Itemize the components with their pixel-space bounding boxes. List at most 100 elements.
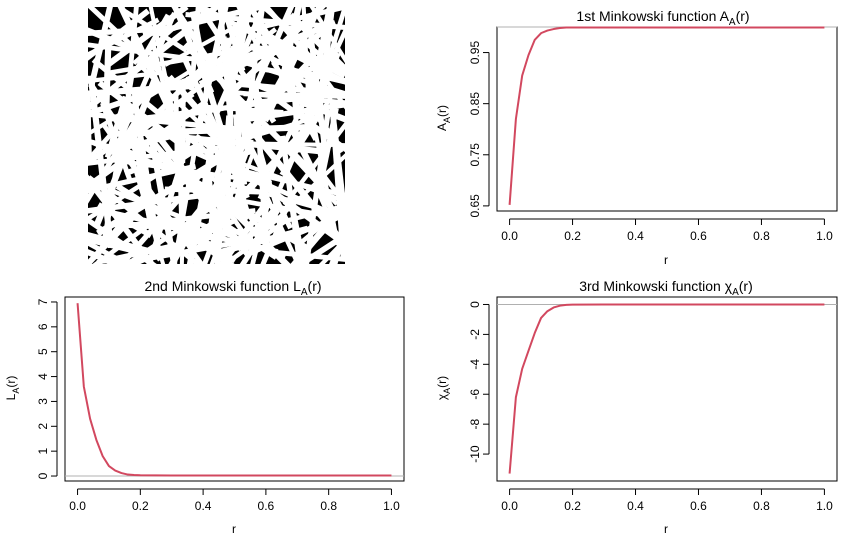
x-tick-label: 0.4	[195, 499, 212, 513]
fibre	[249, 7, 345, 33]
y-tick-label: -10	[468, 445, 482, 463]
fibre	[103, 237, 254, 264]
fibre	[199, 67, 250, 214]
fibre-network-image	[88, 7, 345, 264]
x-tick-label: 0.8	[320, 499, 337, 513]
fibre	[88, 25, 176, 37]
plot-minkowski-euler: 3rd Minkowski function χA(r) r χA(r) 0.0…	[435, 278, 838, 536]
y-tick-label: 7	[36, 298, 50, 305]
plot-minkowski-length: 2nd Minkowski function LA(r) r LA(r) 0.0…	[4, 278, 405, 536]
y-tick-label: 4	[36, 373, 50, 380]
y-tick-label: 0.75	[468, 143, 482, 167]
y-tick-label: 1	[36, 448, 50, 455]
x-axis-label: r	[232, 522, 236, 536]
y-axis-label: χA(r)	[435, 376, 452, 400]
y-tick-label: 0.95	[468, 41, 482, 65]
plot-title: 3rd Minkowski function χA(r)	[579, 278, 753, 298]
fibre	[88, 7, 113, 88]
series-line	[76, 303, 392, 477]
fibre	[117, 7, 183, 133]
fibre	[291, 204, 345, 264]
x-tick-label: 0.2	[564, 229, 581, 243]
x-tick-label: 0.6	[690, 229, 707, 243]
fibre	[304, 7, 334, 119]
fibre	[328, 225, 345, 264]
x-tick-label: 1.0	[816, 499, 833, 513]
x-tick-label: 0.6	[690, 499, 707, 513]
fibre	[232, 89, 345, 105]
fibre	[228, 165, 345, 198]
x-tick-label: 0.0	[69, 499, 86, 513]
fibre	[260, 198, 293, 264]
fibre	[275, 52, 341, 195]
plot-frame	[496, 26, 838, 212]
fibre	[88, 70, 160, 84]
fibre	[305, 94, 341, 246]
x-tick-label: 0.8	[753, 499, 770, 513]
plot-title: 2nd Minkowski function LA(r)	[144, 278, 321, 298]
fibre	[282, 121, 345, 207]
fibre	[105, 7, 189, 68]
fibre	[147, 131, 178, 264]
fibre	[230, 7, 326, 94]
x-tick-label: 0.4	[627, 499, 644, 513]
fibre	[190, 10, 211, 94]
fibre	[88, 96, 92, 162]
x-tick-label: 0.4	[627, 229, 644, 243]
plot-minkowski-area: 1st Minkowski function AA(r) r AA(r) 0.0…	[435, 8, 838, 267]
fibre	[330, 106, 345, 231]
fibre	[123, 195, 228, 264]
x-tick-label: 0.8	[753, 229, 770, 243]
y-tick-label: 2	[36, 423, 50, 430]
fibre	[221, 218, 288, 264]
y-tick-label: 3	[36, 398, 50, 405]
fibre-lines	[88, 7, 345, 264]
x-tick-label: 0.0	[501, 499, 518, 513]
y-tick-label: 5	[36, 348, 50, 355]
plot-frame	[496, 296, 838, 482]
x-tick-label: 0.2	[132, 499, 149, 513]
fibre	[126, 96, 297, 123]
y-tick-label: 0.65	[468, 194, 482, 218]
fibre	[88, 188, 151, 264]
x-tick-label: 1.0	[816, 229, 833, 243]
plot-frame	[64, 296, 405, 482]
fibre	[223, 7, 247, 103]
x-tick-label: 0.6	[258, 499, 275, 513]
fibre	[108, 46, 248, 75]
fibre	[318, 237, 345, 264]
fibre	[268, 91, 345, 153]
x-tick-label: 1.0	[383, 499, 400, 513]
x-tick-label: 0.0	[501, 229, 518, 243]
y-tick-label: 0	[468, 301, 482, 308]
fibre	[88, 249, 125, 264]
plot-title: 1st Minkowski function AA(r)	[576, 8, 749, 28]
y-tick-label: -6	[468, 389, 482, 400]
y-tick-label: 0.85	[468, 92, 482, 116]
fibre	[88, 75, 115, 249]
y-axis-label: AA(r)	[435, 105, 452, 131]
x-axis-label: r	[664, 253, 668, 267]
x-axis-label: r	[664, 522, 668, 536]
fibre	[88, 147, 206, 166]
fibre	[220, 7, 246, 72]
y-tick-label: -8	[468, 418, 482, 429]
fibre	[88, 231, 165, 259]
fibre	[289, 204, 307, 264]
fibre	[250, 199, 271, 264]
y-tick-label: -2	[468, 329, 482, 340]
series-line	[508, 26, 825, 205]
fibre	[238, 81, 345, 97]
y-tick-label: 0	[36, 472, 50, 479]
fibre	[171, 7, 264, 146]
fibre	[179, 193, 186, 264]
series-line	[508, 303, 825, 474]
fibre	[88, 138, 144, 158]
x-tick-label: 0.2	[564, 499, 581, 513]
y-tick-label: 6	[36, 323, 50, 330]
fibre	[88, 67, 195, 137]
fibre	[317, 7, 336, 108]
y-axis-label: LA(r)	[4, 376, 21, 401]
fibre	[149, 125, 252, 259]
